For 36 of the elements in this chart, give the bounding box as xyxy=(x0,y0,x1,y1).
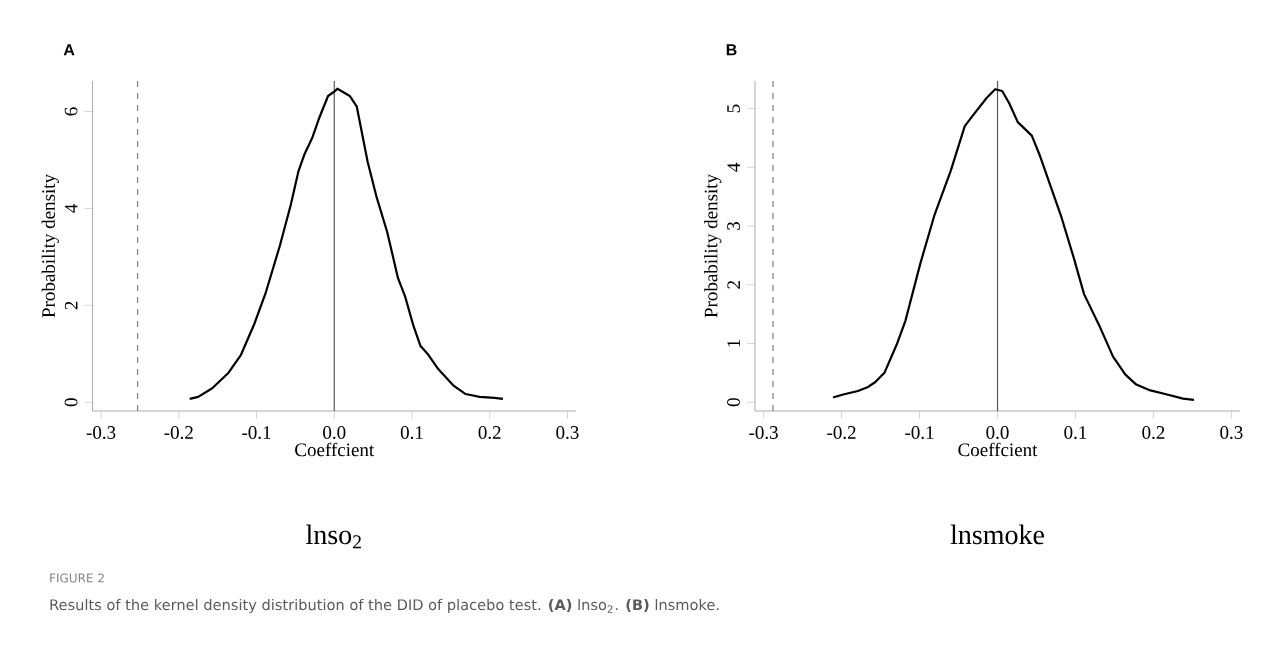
x-tick-label: 0.2 xyxy=(1142,426,1165,439)
x-tick-label: 0.1 xyxy=(1064,426,1087,439)
y-tick-label: 0 xyxy=(727,398,740,407)
y-tick-label: 0 xyxy=(64,398,78,407)
y-tick-label: 1 xyxy=(727,339,740,347)
y-axis-title: Probability density xyxy=(704,174,722,318)
x-tick-label: -0.3 xyxy=(749,426,778,439)
y-tick-label: 2 xyxy=(727,281,740,289)
x-tick-label: 0.1 xyxy=(400,426,423,439)
y-axis-title: Probability density xyxy=(41,174,59,318)
text: Results of the kernel density distribution of the DID of placebo test. (A) lnso$_{2}$. (B) lnsmoke. xyxy=(50,598,719,614)
x-tick-label: -0.2 xyxy=(164,426,193,439)
y-tick-label: 3 xyxy=(727,222,740,230)
caption: FIGURE 2 xyxy=(50,573,104,583)
x-tick-label: 0.3 xyxy=(1220,426,1243,439)
x-tick-label: 0.0 xyxy=(986,426,1009,439)
y-tick-label: 2 xyxy=(64,301,78,310)
y-tick-label: 4 xyxy=(64,203,78,213)
y-tick-label: 5 xyxy=(727,104,740,113)
x-tick-label: -0.3 xyxy=(86,426,116,439)
x-tick-label: -0.2 xyxy=(827,426,856,439)
x-tick-label: 0.0 xyxy=(323,426,346,439)
text: lnsmoke xyxy=(950,524,1044,545)
x-tick-label: 0.3 xyxy=(556,426,579,439)
text: lnso$_{2}$ xyxy=(306,524,361,549)
chart-title: A xyxy=(63,44,75,56)
y-tick-label: 6 xyxy=(64,107,78,116)
x-axis-title: Coeffcient xyxy=(295,442,375,457)
x-tick-label: -0.1 xyxy=(905,426,934,439)
chart-title: B xyxy=(726,44,737,56)
x-tick-label: -0.1 xyxy=(242,426,271,439)
line-series xyxy=(188,87,505,400)
x-axis-title: Coeffcient xyxy=(958,442,1038,457)
line-series xyxy=(831,88,1196,401)
x-tick-label: 0.2 xyxy=(478,426,501,439)
y-tick-label: 4 xyxy=(727,162,740,172)
